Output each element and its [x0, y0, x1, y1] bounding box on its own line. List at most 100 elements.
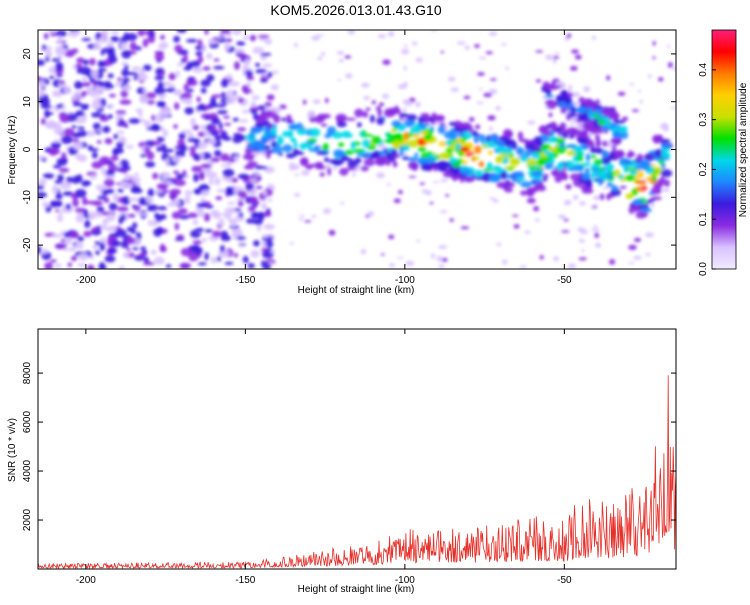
- heatmap-cell: [536, 167, 542, 171]
- heatmap-cell: [68, 247, 77, 252]
- heatmap-cell: [336, 116, 346, 121]
- heatmap-cell: [159, 125, 164, 132]
- heatmap-cell: [156, 146, 162, 152]
- heatmap-cell: [56, 158, 68, 166]
- heatmap-cell: [342, 133, 353, 139]
- heatmap-cell: [286, 120, 295, 124]
- heatmap-cell: [440, 50, 444, 54]
- y-tick-label: 6000: [22, 411, 33, 434]
- heatmap-cell: [76, 130, 88, 137]
- heatmap-cell: [605, 163, 615, 172]
- heatmap-cell: [561, 230, 570, 233]
- heatmap-cell: [363, 158, 375, 167]
- heatmap-cell: [55, 209, 60, 213]
- heatmap-cell: [271, 145, 283, 154]
- heatmap-cell: [336, 121, 347, 128]
- y-tick-label: 10: [22, 96, 33, 108]
- heatmap-cell: [513, 224, 520, 229]
- heatmap-cell: [208, 39, 217, 45]
- colorbar-tick-label: 0.4: [698, 62, 709, 76]
- heatmap-cell: [270, 249, 275, 254]
- heatmap-cell: [192, 66, 203, 74]
- heatmap-cell: [252, 46, 265, 54]
- heatmap-cell: [224, 42, 231, 51]
- heatmap-cell: [112, 192, 119, 202]
- heatmap-cell: [619, 185, 627, 189]
- heatmap-cell: [112, 147, 124, 154]
- heatmap-cell: [393, 198, 401, 204]
- heatmap-cell: [369, 114, 375, 123]
- heatmap-cell: [294, 173, 300, 176]
- heatmap-cell: [73, 94, 78, 101]
- heatmap-cell: [461, 136, 467, 143]
- heatmap-cell: [173, 179, 186, 187]
- y-tick-label: -10: [22, 190, 33, 205]
- heatmap-cell: [508, 182, 515, 188]
- heatmap-cell: [92, 81, 98, 87]
- heatmap-cell: [461, 160, 468, 165]
- heatmap-cell: [174, 44, 183, 53]
- heatmap-cell: [270, 107, 282, 112]
- heatmap-cell: [42, 173, 55, 179]
- heatmap-cell: [407, 156, 419, 162]
- heatmap-cell: [189, 146, 197, 152]
- heatmap-cell: [51, 92, 64, 97]
- heatmap-cell: [156, 136, 165, 142]
- heatmap-cell: [566, 114, 571, 121]
- heatmap-cell: [588, 118, 594, 125]
- heatmap-cell: [459, 146, 470, 152]
- heatmap-cell: [381, 253, 385, 256]
- heatmap-cell: [263, 223, 275, 230]
- heatmap-cell: [265, 240, 274, 248]
- heatmap-cell: [260, 75, 271, 80]
- snr-y-ticks: 2000 4000 6000 8000: [22, 362, 676, 531]
- heatmap-cell: [640, 208, 652, 213]
- heatmap-cell: [55, 62, 64, 71]
- heatmap-cell: [488, 174, 501, 183]
- heatmap-cell: [91, 112, 102, 118]
- heatmap-cell: [216, 38, 228, 43]
- heatmap-cell: [118, 135, 125, 143]
- heatmap-cell: [90, 69, 99, 79]
- heatmap-cell: [253, 240, 260, 247]
- heatmap-cell: [241, 109, 251, 114]
- heatmap-cell: [127, 213, 136, 218]
- heatmap-cell: [95, 184, 107, 191]
- heatmap-cell: [67, 262, 73, 268]
- heatmap-cell: [268, 198, 273, 202]
- heatmap-cell: [130, 229, 137, 234]
- heatmap-cell: [558, 214, 566, 219]
- heatmap-cell: [121, 49, 132, 59]
- heatmap-cell: [660, 169, 673, 178]
- heatmap-cell: [549, 130, 555, 137]
- heatmap-peak: [529, 166, 536, 171]
- heatmap-cell: [294, 192, 301, 197]
- heatmap-cell: [270, 127, 277, 135]
- heatmap-cell: [54, 139, 59, 144]
- heatmap-cell: [347, 30, 356, 35]
- heatmap-cell: [97, 195, 107, 200]
- heatmap-cell: [581, 249, 585, 253]
- heatmap-cell: [213, 150, 222, 157]
- heatmap-cell: [383, 108, 395, 118]
- heatmap-cell: [70, 30, 81, 36]
- heatmap-cell: [367, 144, 377, 150]
- heatmap-cell: [474, 145, 482, 154]
- heatmap-cell: [95, 32, 101, 40]
- heatmap-cell: [88, 211, 97, 220]
- heatmap-cell: [292, 148, 299, 157]
- heatmap-cell: [151, 125, 161, 132]
- heatmap-cell: [82, 59, 90, 66]
- heatmap-cell: [72, 102, 83, 107]
- heatmap-cell: [144, 121, 151, 128]
- heatmap-cell: [474, 169, 483, 179]
- heatmap-cell: [119, 265, 125, 269]
- heatmap-cell: [554, 176, 563, 183]
- heatmap-cell: [245, 69, 253, 77]
- heatmap-cell: [255, 68, 268, 74]
- heatmap-cell: [326, 126, 337, 135]
- heatmap-cell: [78, 252, 89, 261]
- heatmap-cell: [502, 128, 513, 138]
- heatmap-cell: [430, 253, 436, 259]
- heatmap-cell: [53, 200, 63, 208]
